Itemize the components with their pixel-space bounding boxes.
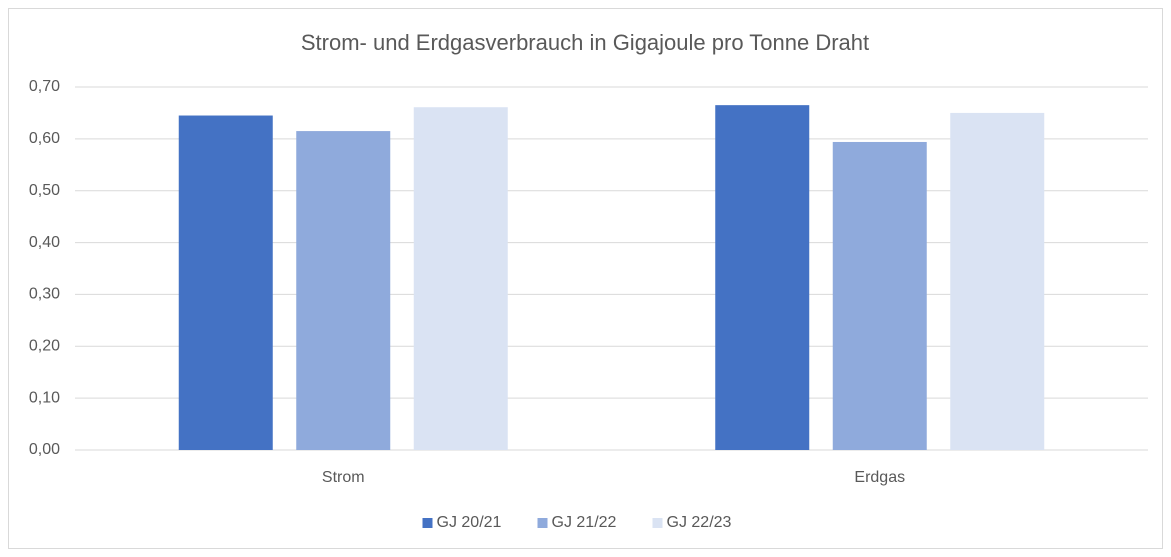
bar	[832, 141, 927, 450]
bar	[178, 115, 273, 451]
y-tick-label: 0,30	[29, 286, 60, 303]
y-tick-label: 0,10	[29, 389, 60, 406]
y-tick-label: 0,60	[29, 130, 60, 147]
legend-label: GJ 20/21	[437, 514, 502, 531]
bar	[715, 105, 810, 451]
bar	[950, 112, 1045, 450]
y-tick-label: 0,40	[29, 234, 60, 251]
y-tick-label: 0,00	[29, 441, 60, 458]
chart-title: Strom- und Erdgasverbrauch in Gigajoule …	[301, 30, 869, 55]
y-tick-label: 0,50	[29, 182, 60, 199]
x-tick-label: Erdgas	[854, 469, 905, 486]
legend-swatch	[537, 518, 548, 528]
legend-label: GJ 22/23	[667, 514, 732, 531]
bar	[296, 131, 391, 451]
y-tick-label: 0,70	[29, 78, 60, 95]
legend-label: GJ 21/22	[552, 514, 617, 531]
y-tick-label: 0,20	[29, 338, 60, 355]
bar	[413, 107, 508, 450]
x-tick-label: Strom	[322, 469, 365, 486]
legend-swatch	[422, 518, 433, 528]
legend-swatch	[652, 518, 663, 528]
